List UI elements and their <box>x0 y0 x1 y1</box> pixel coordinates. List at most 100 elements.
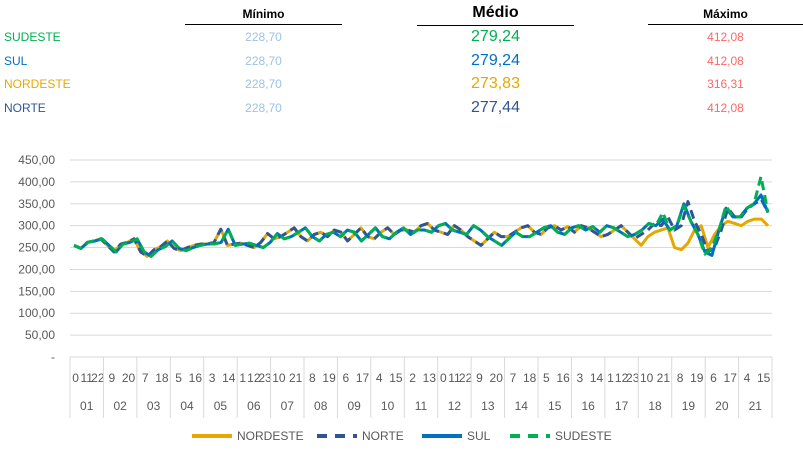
x-tick-label: 15 <box>757 371 771 385</box>
x-tick-label: 3 <box>576 371 583 385</box>
group-label: 07 <box>281 399 295 413</box>
max-value: 316,31 <box>707 77 744 91</box>
group-label: 15 <box>548 399 562 413</box>
y-tick-label: 300,00 <box>18 219 55 233</box>
avg-value: 279,24 <box>471 28 520 45</box>
x-tick-label: 7 <box>510 371 517 385</box>
x-tick-label: 1 <box>607 371 614 385</box>
header-avg: Médio <box>417 4 574 26</box>
x-tick-label: 18 <box>523 371 537 385</box>
x-tick-label: 5 <box>543 371 550 385</box>
group-label: 05 <box>214 399 228 413</box>
x-tick-label: 14 <box>590 371 604 385</box>
group-label: 17 <box>615 399 629 413</box>
x-tick-label: 0 <box>440 371 447 385</box>
group-label: 09 <box>347 399 361 413</box>
x-tick-label: 23 <box>626 371 640 385</box>
x-tick-label: 3 <box>209 371 216 385</box>
x-tick-label: 11 <box>80 371 93 385</box>
group-label: 14 <box>515 399 529 413</box>
x-tick-label: 0 <box>72 371 79 385</box>
x-tick-label: 7 <box>142 371 149 385</box>
x-tick-label: 9 <box>476 371 483 385</box>
x-tick-label: 19 <box>322 371 336 385</box>
x-tick-label: 12 <box>615 371 629 385</box>
min-value: 228,70 <box>245 100 282 115</box>
x-tick-label: 9 <box>108 371 115 385</box>
y-tick-label: 100,00 <box>18 306 55 320</box>
avg-value: 273,83 <box>471 75 520 92</box>
avg-value: 277,44 <box>471 98 520 116</box>
y-tick-label: 400,00 <box>18 175 55 189</box>
group-label: 11 <box>415 399 428 413</box>
legend-label: NORTE <box>362 429 404 443</box>
group-label: 18 <box>648 399 662 413</box>
x-tick-label: 2 <box>409 371 416 385</box>
min-value: 228,70 <box>245 77 282 91</box>
avg-value: 279,24 <box>471 51 520 69</box>
x-tick-label: 23 <box>258 371 272 385</box>
x-tick-label: 21 <box>289 371 303 385</box>
x-tick-label: 1 <box>239 371 246 385</box>
min-value: 228,70 <box>245 53 282 68</box>
header-min: Mínimo <box>185 7 342 25</box>
x-tick-label: 19 <box>690 371 704 385</box>
group-label: 16 <box>581 399 595 413</box>
x-tick-label: 10 <box>640 371 654 385</box>
x-tick-label: 22 <box>91 371 105 385</box>
legend-label: NORDESTE <box>237 429 304 443</box>
region-label: SUDESTE <box>4 30 61 44</box>
group-label: 04 <box>180 399 194 413</box>
x-tick-label: 20 <box>490 371 504 385</box>
x-tick-label: 4 <box>744 371 751 385</box>
group-label: 03 <box>147 399 161 413</box>
x-tick-label: 13 <box>423 371 437 385</box>
x-tick-label: 4 <box>376 371 383 385</box>
group-label: 21 <box>749 399 763 413</box>
x-tick-label: 10 <box>272 371 286 385</box>
x-tick-label: 6 <box>342 371 349 385</box>
group-label: 20 <box>715 399 729 413</box>
x-tick-label: 11 <box>448 371 461 385</box>
x-tick-label: 14 <box>222 371 236 385</box>
x-tick-label: 6 <box>710 371 717 385</box>
legend-label: SUDESTE <box>555 429 612 443</box>
region-label: NORDESTE <box>4 77 71 91</box>
x-tick-label: 17 <box>356 371 370 385</box>
header-max: Máximo <box>648 7 803 25</box>
x-tick-label: 16 <box>189 371 203 385</box>
group-label: 13 <box>481 399 495 413</box>
x-tick-label: 12 <box>247 371 261 385</box>
group-label: 10 <box>381 399 395 413</box>
max-value: 412,08 <box>707 100 744 115</box>
x-tick-label: 8 <box>309 371 316 385</box>
x-tick-label: 22 <box>459 371 473 385</box>
group-label: 19 <box>682 399 696 413</box>
x-tick-label: 8 <box>677 371 684 385</box>
x-tick-label: 18 <box>155 371 169 385</box>
x-tick-label: 17 <box>724 371 738 385</box>
y-tick-label: 50,00 <box>25 328 55 342</box>
x-tick-label: 5 <box>175 371 182 385</box>
group-label: 12 <box>448 399 462 413</box>
x-tick-label: 16 <box>556 371 570 385</box>
region-label: NORTE <box>4 100 46 115</box>
x-tick-label: 20 <box>122 371 136 385</box>
y-tick-label: - <box>51 350 55 364</box>
max-value: 412,08 <box>707 30 744 44</box>
y-tick-label: 150,00 <box>18 284 55 298</box>
legend-label: SUL <box>467 429 491 443</box>
max-value: 412,08 <box>707 53 744 68</box>
group-label: 02 <box>113 399 127 413</box>
x-tick-label: 21 <box>657 371 671 385</box>
y-tick-label: 350,00 <box>18 197 55 211</box>
group-label: 06 <box>247 399 261 413</box>
region-label: SUL <box>4 53 28 68</box>
y-tick-label: 450,00 <box>18 153 55 167</box>
x-tick-label: 15 <box>389 371 403 385</box>
group-label: 01 <box>80 399 94 413</box>
min-value: 228,70 <box>245 30 282 44</box>
group-label: 08 <box>314 399 328 413</box>
y-tick-label: 200,00 <box>18 262 55 276</box>
